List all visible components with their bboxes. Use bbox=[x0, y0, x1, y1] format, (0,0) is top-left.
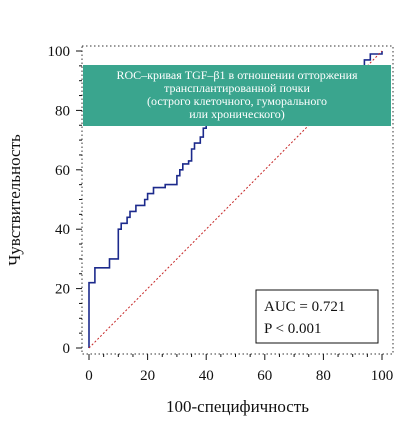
stats-box: AUC = 0.721 P < 0.001 bbox=[255, 289, 379, 344]
y-tick-label: 60 bbox=[55, 163, 70, 179]
y-tick-label: 0 bbox=[63, 341, 71, 357]
y-axis-title: Чувствительность bbox=[5, 134, 24, 266]
y-tick-label: 40 bbox=[55, 222, 70, 238]
reference-diagonal-line bbox=[88, 50, 383, 349]
x-tick-label: 100 bbox=[371, 368, 394, 384]
x-tick-label: 20 bbox=[140, 368, 155, 384]
banner-line-1: ROC–кривая TGF–β1 в отношении отторжения bbox=[116, 68, 358, 82]
y-tick-label: 20 bbox=[55, 282, 70, 298]
banner-line-3: (острого клеточного, гуморального bbox=[147, 94, 327, 108]
x-tick-label: 40 bbox=[199, 368, 214, 384]
y-tick-label: 80 bbox=[55, 103, 70, 119]
stats-box-frame bbox=[255, 289, 379, 344]
x-tick-label: 0 bbox=[85, 368, 93, 384]
x-axis-title: 100-специфичность bbox=[166, 397, 309, 416]
p-value-label: P < 0.001 bbox=[264, 321, 322, 337]
auc-label: AUC = 0.721 bbox=[264, 299, 345, 315]
annotation-banner-box bbox=[83, 65, 391, 126]
x-tick-label: 60 bbox=[257, 368, 272, 384]
banner-line-4: или хронического) bbox=[189, 107, 285, 121]
x-tick-label: 80 bbox=[316, 368, 331, 384]
banner-line-2: трансплантированной почки bbox=[164, 81, 310, 95]
annotation-banner: ROC–кривая TGF–β1 в отношении отторжения… bbox=[83, 65, 391, 126]
y-tick-label: 100 bbox=[48, 44, 71, 60]
axes-layer: 00 20 20 40 40 60 60 80 80 100 100 bbox=[48, 44, 394, 384]
